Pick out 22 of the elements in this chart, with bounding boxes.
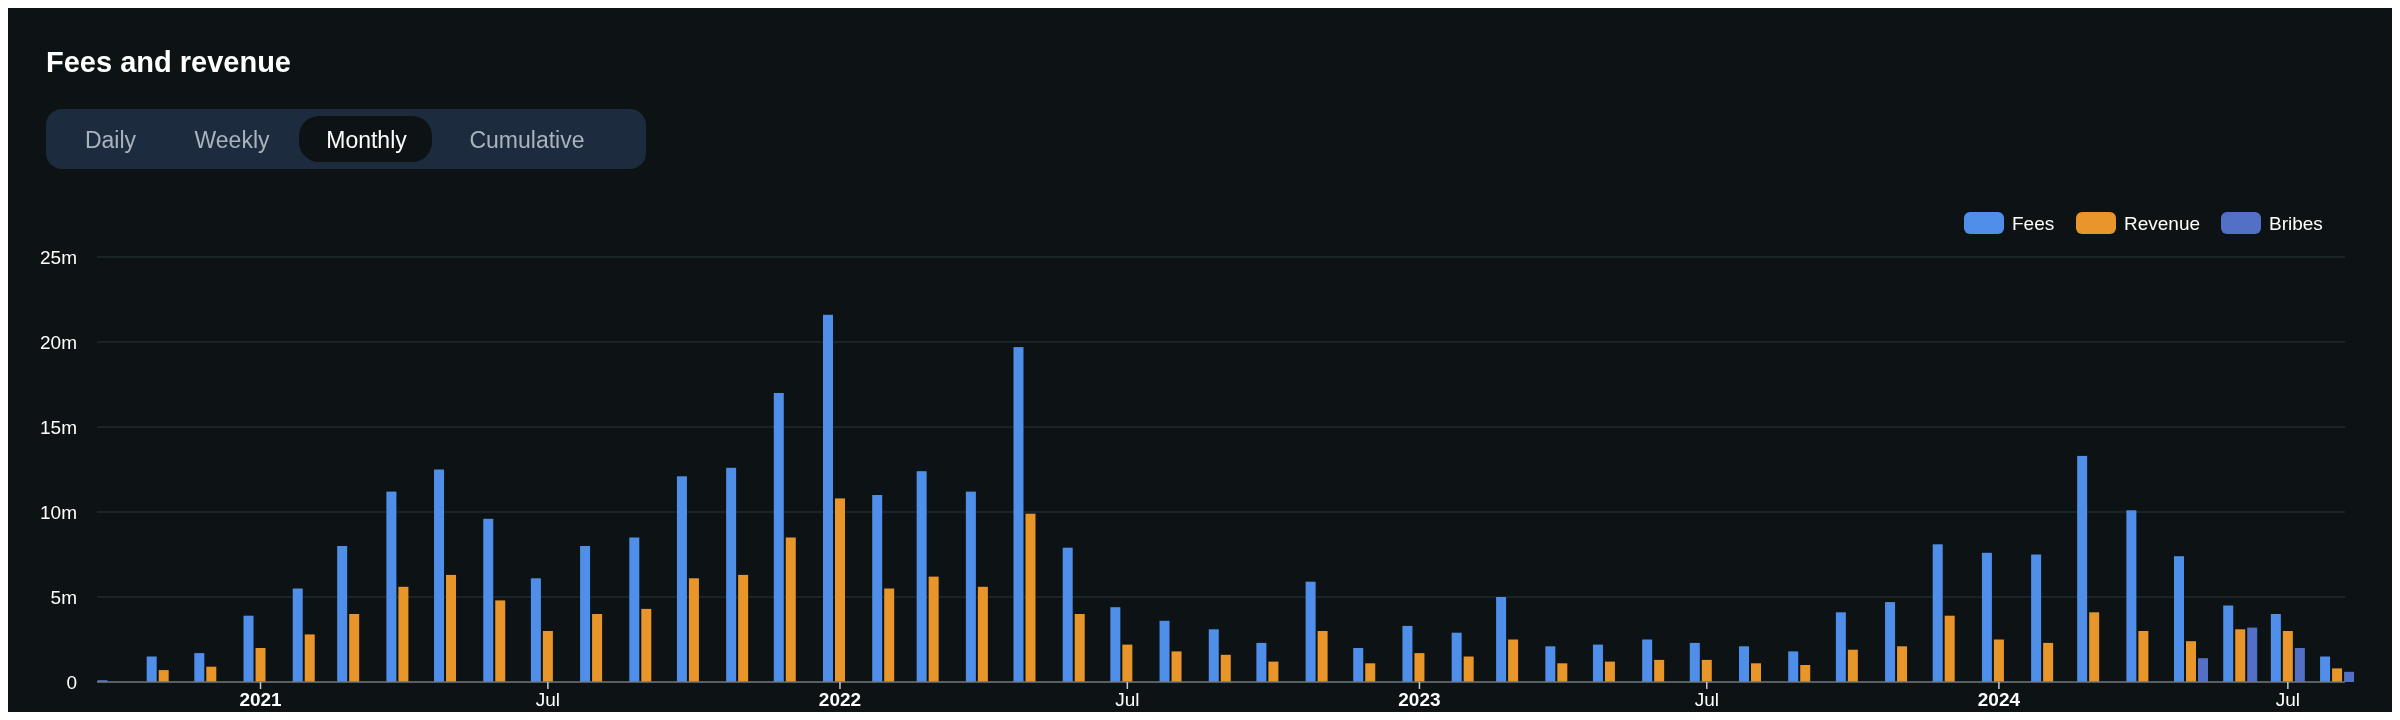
x-tick-label: 2023 — [1398, 689, 1441, 710]
x-tick-label: 2021 — [239, 689, 283, 710]
x-tick-label: Jul — [1115, 689, 1140, 710]
y-tick-label: 25m — [40, 246, 77, 268]
text: Monthly — [326, 127, 408, 153]
y-tick-label: 5m — [50, 586, 77, 608]
y-tick-label: 0 — [66, 671, 77, 693]
text: Daily — [84, 127, 137, 153]
x-tick-label: Jul — [1694, 689, 1719, 710]
x-tick-label: Jul — [535, 689, 561, 710]
chart-title: Fees and revenue — [46, 46, 291, 78]
legend-label: Revenue — [2124, 212, 2201, 234]
x-tick-label: Jul — [2275, 689, 2300, 710]
text: Cumulative — [469, 127, 585, 153]
y-tick-label: 15m — [40, 416, 77, 438]
y-tick-label: 20m — [40, 331, 77, 353]
x-tick-label: 2022 — [818, 689, 862, 710]
legend-label: Bribes — [2269, 212, 2323, 234]
text: Weekly — [194, 127, 270, 153]
x-tick-label: 2024 — [1977, 689, 2021, 710]
y-tick-label: 10m — [40, 501, 77, 523]
legend-label: Fees — [2012, 212, 2055, 234]
